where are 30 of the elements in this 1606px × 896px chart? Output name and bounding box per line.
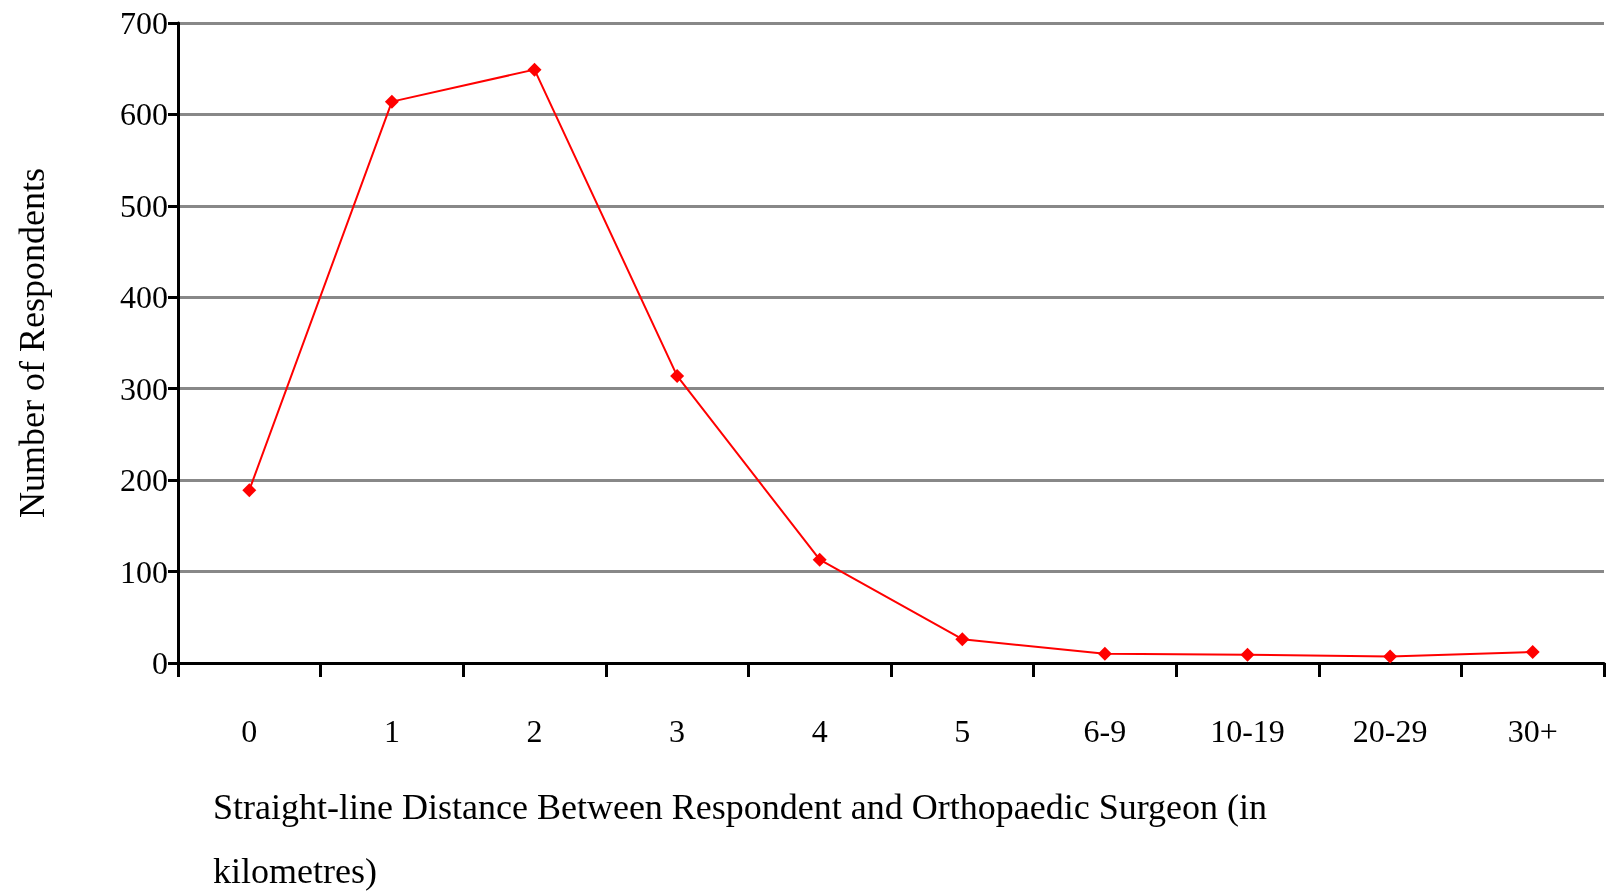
point [527,62,542,77]
point [670,368,685,383]
y-tick-label: 500 [120,187,168,224]
x-tick-label: 10-19 [1210,713,1285,749]
x-tick-label: 6-9 [1083,713,1127,749]
x-tick-label: 2 [526,713,543,749]
y-tick-label: 0 [152,645,168,681]
x-tick-label: 3 [669,713,686,749]
point [1097,646,1112,661]
point [384,94,399,109]
point [1240,647,1255,662]
point [1525,645,1540,660]
y-axis-title: Number of Respondents [12,168,52,518]
y-tick-label: 200 [120,462,168,499]
x-tick-label: 5 [954,713,971,749]
x-tick-label: 30+ [1507,713,1558,749]
y-tick-label: 600 [120,96,168,133]
x-tick-label: 20-29 [1352,713,1428,749]
x-tick-label: 1 [383,713,400,749]
point [955,632,970,647]
x-tick-label: 0 [241,713,258,749]
y-tick-label: 700 [120,5,168,41]
x-axis-title: Straight-line Distance Between Respondent and Orthopaedic Surgeon (in kilometres) [213,787,1277,891]
y-tick-label: 300 [120,370,168,407]
point [812,552,827,567]
y-tick-label: 100 [120,553,168,590]
point [1383,649,1398,664]
x-tick-label: 4 [811,713,828,749]
point [242,483,257,498]
y-tick-label: 400 [120,279,168,316]
